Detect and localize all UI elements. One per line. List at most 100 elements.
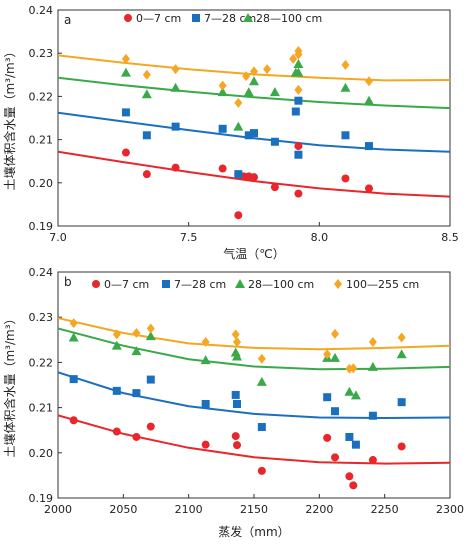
data-point (121, 53, 130, 64)
y-tick-label: 0.21 (29, 402, 54, 415)
data-point (294, 49, 303, 60)
data-point (368, 337, 377, 348)
data-point (256, 376, 267, 386)
data-point (293, 59, 304, 68)
plot-frame (57, 9, 451, 227)
legend-marker (162, 280, 170, 288)
y-tick-label: 0.21 (29, 134, 54, 147)
data-point (146, 375, 155, 384)
legend-marker (192, 14, 200, 22)
data-point (234, 170, 243, 179)
data-point (234, 211, 243, 220)
data-point (131, 346, 142, 356)
x-tick-label: 7.5 (180, 231, 198, 244)
data-point (351, 440, 360, 449)
data-point (340, 82, 351, 92)
data-point (349, 481, 358, 490)
data-point (257, 423, 266, 432)
x-axis-label: 蒸发（mm） (218, 524, 289, 539)
data-point (218, 124, 227, 133)
data-point (145, 331, 156, 341)
y-tick-label: 0.20 (29, 447, 54, 460)
trend-line (58, 317, 450, 351)
data-point (233, 399, 242, 408)
legend-label: 0—7 cm (136, 12, 181, 25)
panel-a: 7.0 7.5 8.0 8.5 0.19 0.20 0.21 0.22 0.23 0.24 气温（℃… (2, 4, 459, 261)
data-point (121, 148, 130, 157)
data-point (257, 353, 266, 364)
x-tick-label: 2100 (175, 503, 203, 516)
legend-label: 7—28 cm (174, 278, 226, 291)
panel-letter: a (64, 13, 71, 27)
data-point (364, 142, 373, 151)
y-tick-label: 0.23 (29, 311, 54, 324)
y-tick-label: 0.24 (29, 4, 54, 17)
data-point (341, 131, 350, 140)
data-point (323, 433, 332, 442)
data-point (249, 76, 259, 86)
data-point (201, 337, 210, 348)
data-point (201, 440, 210, 449)
data-point (364, 76, 373, 87)
data-point (293, 67, 304, 77)
data-point (294, 150, 303, 159)
legend-marker (243, 13, 253, 22)
data-point (270, 137, 279, 146)
data-point (171, 122, 180, 131)
data-point (200, 355, 211, 365)
data-point (141, 89, 152, 99)
data-point (170, 82, 181, 92)
y-tick-label: 0.22 (29, 90, 54, 103)
x-tick-label: 2300 (436, 503, 464, 516)
x-tick-label: 2250 (371, 503, 399, 516)
data-point (243, 87, 254, 97)
data-point (345, 472, 354, 481)
y-tick-label: 0.23 (29, 47, 54, 60)
data-point (349, 363, 358, 374)
data-point (233, 337, 242, 348)
trend-line (58, 76, 450, 110)
data-point (270, 183, 279, 192)
legend-label: 28—100 cm (248, 278, 314, 291)
x-tick-label: 8.0 (311, 231, 329, 244)
data-point (132, 389, 141, 398)
data-point (294, 189, 303, 198)
data-point (289, 53, 298, 64)
data-point (257, 466, 266, 475)
data-point (234, 97, 243, 108)
data-point (263, 64, 272, 75)
trend-line (58, 414, 450, 465)
data-point (171, 163, 180, 172)
data-point (218, 164, 227, 173)
data-point (269, 87, 280, 97)
data-point (233, 121, 244, 131)
legend-label: 0—7 cm (104, 278, 149, 291)
data-point (363, 95, 374, 105)
data-point (397, 332, 406, 343)
data-point (244, 131, 253, 140)
data-point (120, 67, 131, 77)
legend-label: 100—255 cm (346, 278, 419, 291)
y-tick-label: 0.20 (29, 177, 54, 190)
data-point (364, 184, 373, 193)
trend-line (58, 371, 450, 420)
data-point (294, 96, 303, 105)
data-point (171, 64, 180, 75)
data-point (231, 329, 240, 340)
y-axis-label: 土壤体积含水量（m³/m³） (2, 312, 17, 457)
data-point (368, 456, 377, 465)
data-point (201, 399, 210, 408)
data-point (330, 352, 341, 362)
x-tick-label: 2000 (44, 503, 72, 516)
data-point (341, 174, 350, 183)
plot-area (58, 317, 450, 490)
y-tick-label: 0.19 (29, 220, 54, 233)
trend-line (58, 111, 450, 153)
data-point (341, 59, 350, 70)
data-point (142, 69, 151, 80)
y-axis-label: 土壤体积含水量（m³/m³） (2, 45, 17, 190)
data-point (121, 108, 130, 117)
x-tick-label: 2050 (109, 503, 137, 516)
panel-letter: b (64, 275, 72, 289)
